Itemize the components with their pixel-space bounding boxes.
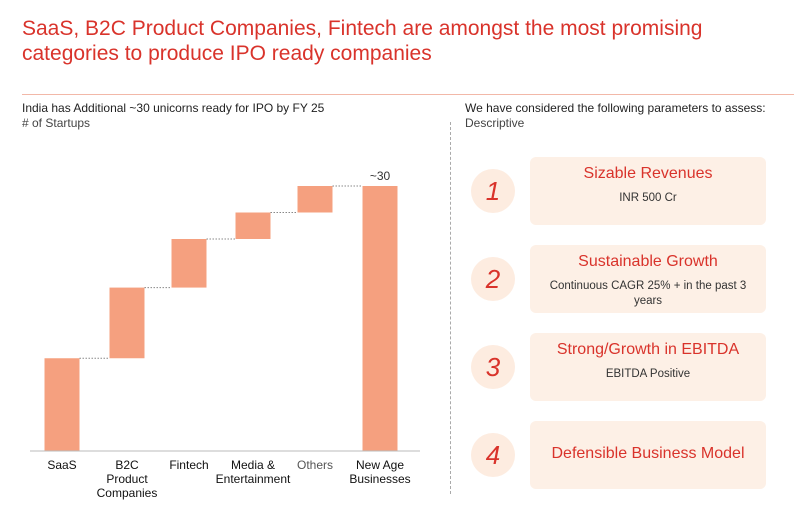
bar	[171, 239, 207, 288]
bar	[109, 287, 145, 359]
x-tick-label: B2C Product Companies	[96, 458, 158, 500]
parameters-subtitle: Descriptive	[465, 116, 525, 130]
parameter-card: Sustainable Growth Continuous CAGR 25% + …	[530, 245, 766, 313]
x-tick-label: Media & Entertainment	[215, 458, 291, 486]
chart: ~30	[30, 169, 420, 452]
parameters-title: We have considered the following paramet…	[465, 101, 766, 115]
parameter-card: Defensible Business Model	[530, 421, 766, 489]
slide-title: SaaS, B2C Product Companies, Fintech are…	[22, 17, 703, 65]
x-tick-label: Fintech	[169, 458, 209, 472]
value-label: ~30	[370, 169, 391, 183]
title-rule	[22, 94, 794, 95]
divider	[450, 122, 451, 494]
chart-subtitle: # of Startups	[22, 116, 91, 130]
step-number: 3	[471, 345, 515, 389]
parameter-description: EBITDA Positive	[605, 368, 691, 380]
step-number: 1	[471, 169, 515, 213]
bar	[297, 186, 333, 213]
bar	[362, 186, 398, 451]
parameter-description: INR 500 Cr	[619, 192, 677, 204]
step-number: 4	[471, 433, 515, 477]
parameter-title: Sustainable Growth	[578, 253, 718, 270]
step-number: 2	[471, 257, 515, 301]
parameter-title: Strong/Growth in EBITDA	[556, 341, 740, 358]
parameter-title: Defensible Business Model	[551, 445, 745, 462]
parameter-description: Continuous CAGR 25% + in the past 3 year…	[549, 280, 747, 307]
parameter-card: Sizable Revenues INR 500 Cr	[530, 157, 766, 225]
parameter-card: Strong/Growth in EBITDA EBITDA Positive	[530, 333, 766, 401]
x-tick-label: Others	[296, 458, 333, 472]
bar	[44, 358, 80, 451]
x-tick-label: SaaS	[47, 458, 77, 472]
x-tick-label: New Age Businesses	[349, 458, 411, 486]
parameter-title: Sizable Revenues	[583, 165, 713, 182]
bar	[235, 212, 271, 239]
chart-title: India has Additional ~30 unicorns ready …	[22, 101, 325, 115]
